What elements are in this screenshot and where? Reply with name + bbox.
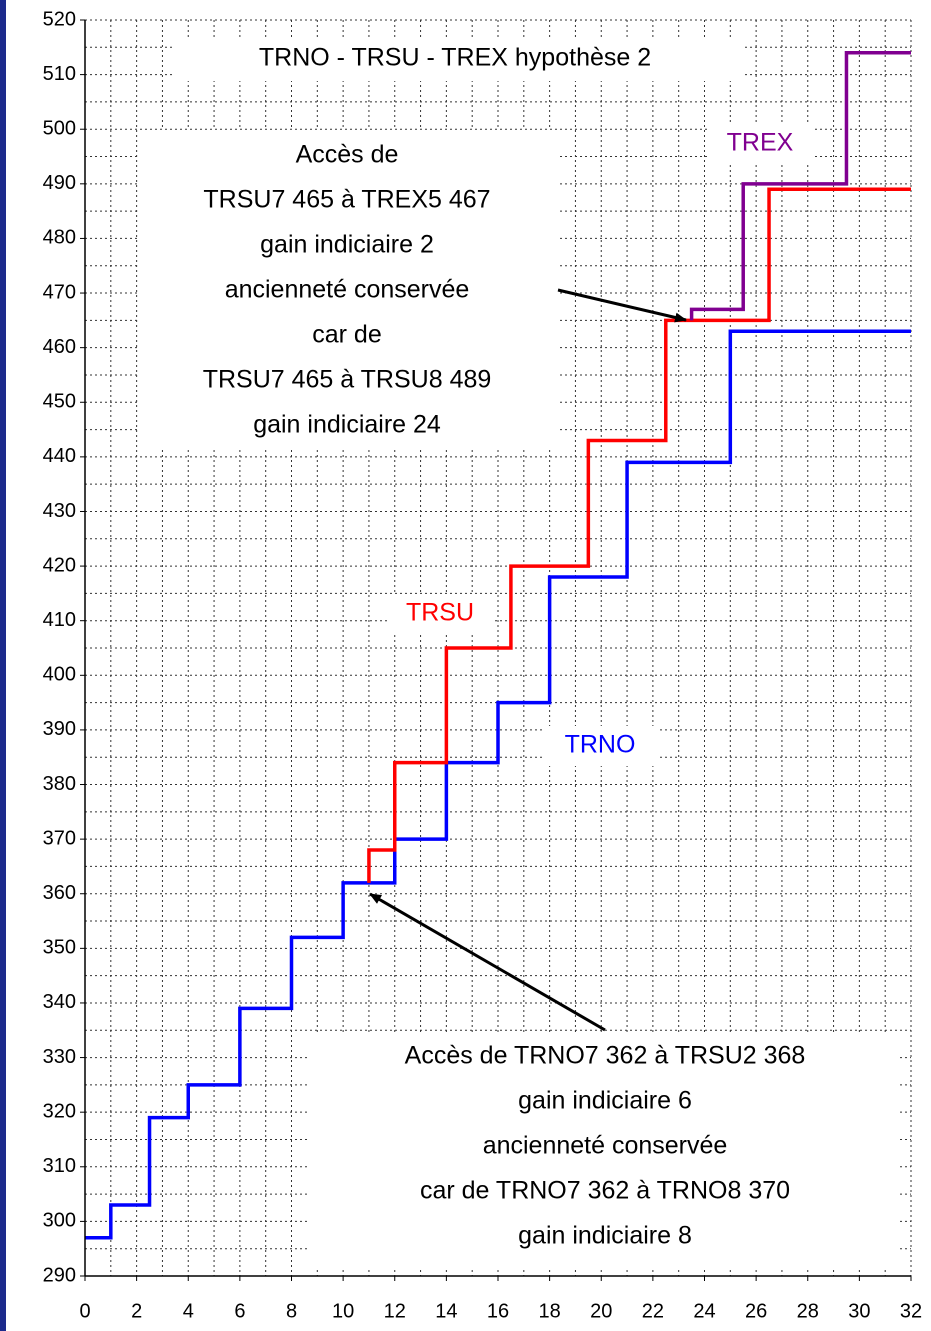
- arrow: [369, 892, 606, 1032]
- y-tick-label: 370: [43, 827, 76, 849]
- title-box: [172, 37, 744, 81]
- x-tick-label: 30: [848, 1300, 870, 1322]
- x-tick-label: 22: [642, 1300, 664, 1322]
- y-tick-label: 410: [43, 609, 76, 631]
- y-tick-label: 480: [43, 227, 76, 249]
- x-tick-label: 20: [590, 1300, 612, 1322]
- y-tick-label: 320: [43, 1100, 76, 1122]
- series-label: TRSU: [406, 599, 474, 627]
- y-tick-label: 520: [43, 8, 76, 30]
- label-box: [388, 594, 492, 634]
- annotation-line: car de: [312, 321, 381, 349]
- text-boxes: [140, 37, 900, 1268]
- annotation-line: ancienneté conservée: [225, 276, 470, 304]
- y-tick-label: 290: [43, 1264, 76, 1286]
- x-tick-label: 14: [435, 1300, 457, 1322]
- arrow: [557, 288, 687, 323]
- label-box: [708, 124, 812, 164]
- x-tick-label: 0: [79, 1300, 90, 1322]
- y-tick-label: 500: [43, 117, 76, 139]
- x-tick-label: 24: [693, 1300, 715, 1322]
- annotation-line: gain indiciaire 8: [518, 1222, 692, 1250]
- y-tick-label: 360: [43, 882, 76, 904]
- annotation-box: [310, 1032, 900, 1268]
- x-tick-label: 2: [131, 1300, 142, 1322]
- chart-title: TRNO - TRSU - TREX hypothèse 2: [259, 44, 651, 72]
- axes: [80, 19, 912, 1281]
- y-tick-label: 340: [43, 991, 76, 1013]
- annotation-line: Accès de TRNO7 362 à TRSU2 368: [405, 1042, 806, 1070]
- x-tick-label: 12: [384, 1300, 406, 1322]
- annotation-box: [140, 130, 558, 448]
- x-tick-label: 32: [900, 1300, 922, 1322]
- annotation-line: car de TRNO7 362 à TRNO8 370: [420, 1177, 790, 1205]
- y-tick-label: 310: [43, 1155, 76, 1177]
- series-line: [367, 187, 911, 883]
- x-tick-label: 26: [745, 1300, 767, 1322]
- y-tick-label: 350: [43, 937, 76, 959]
- y-tick-label: 400: [43, 664, 76, 686]
- x-tick-label: 6: [234, 1300, 245, 1322]
- x-tick-label: 28: [797, 1300, 819, 1322]
- y-tick-label: 510: [43, 63, 76, 85]
- y-tick-label: 430: [43, 500, 76, 522]
- y-tick-label: 390: [43, 718, 76, 740]
- y-tick-label: 380: [43, 773, 76, 795]
- annotation-line: gain indiciaire 2: [260, 231, 434, 259]
- annotation-line: gain indiciaire 6: [518, 1087, 692, 1115]
- x-tick-label: 8: [286, 1300, 297, 1322]
- y-tick-label: 450: [43, 391, 76, 413]
- y-tick-label: 420: [43, 554, 76, 576]
- series-label: TRNO: [565, 731, 636, 759]
- x-tick-label: 10: [332, 1300, 354, 1322]
- annotation-line: TRSU7 465 à TREX5 467: [203, 186, 490, 214]
- y-tick-label: 470: [43, 281, 76, 303]
- series-label: TREX: [727, 129, 794, 157]
- x-tick-label: 4: [183, 1300, 194, 1322]
- y-tick-label: 330: [43, 1046, 76, 1068]
- annotation-line: gain indiciaire 24: [253, 411, 441, 439]
- y-tick-label: 440: [43, 445, 76, 467]
- label-box: [545, 726, 657, 766]
- annotation-line: ancienneté conservée: [483, 1132, 728, 1160]
- y-tick-label: 490: [43, 172, 76, 194]
- y-tick-label: 460: [43, 336, 76, 358]
- series-line: [689, 51, 911, 321]
- y-tick-label: 300: [43, 1210, 76, 1232]
- window-edge: [0, 0, 6, 1331]
- x-tick-label: 16: [487, 1300, 509, 1322]
- annotation-line: Accès de: [296, 141, 399, 169]
- annotation-line: TRSU7 465 à TRSU8 489: [203, 366, 492, 394]
- x-tick-label: 18: [539, 1300, 561, 1322]
- series-lines: [85, 51, 911, 1240]
